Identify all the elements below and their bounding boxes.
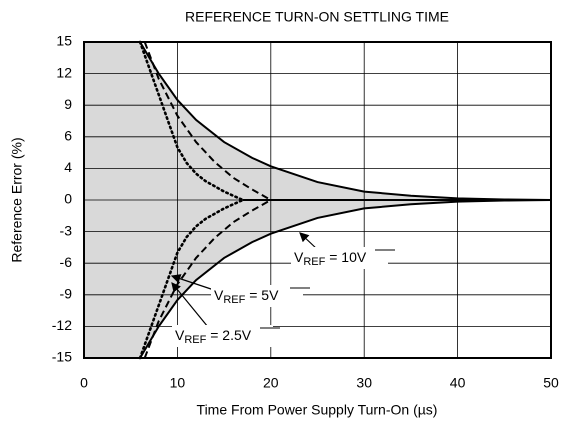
x-tick-label: 50: [543, 375, 559, 391]
x-tick-label: 10: [170, 375, 186, 391]
annotation-v: V: [294, 249, 304, 265]
line: [143, 41, 272, 201]
leader: [170, 274, 215, 291]
plot-frame: [83, 41, 552, 359]
y-tick-label: -15: [52, 349, 72, 365]
annotation: VREF = 5V: [214, 287, 279, 306]
y-tick-label: 15: [56, 33, 72, 49]
y-tick-label: 12: [56, 64, 72, 80]
annotation-rest: = 2.5V: [206, 327, 251, 343]
y-tick-label: 0: [64, 191, 72, 207]
label-bg: [172, 325, 273, 347]
x-tick-label: 40: [450, 375, 466, 391]
annotation-rest: = 10V: [325, 249, 367, 265]
line: [139, 41, 552, 201]
y-tick-label: -12: [52, 317, 72, 333]
line: [138, 198, 245, 360]
x-tick-label: 20: [263, 375, 279, 391]
annotation: VREF = 2.5V: [175, 327, 252, 346]
label-bg: [211, 285, 303, 307]
annotation: VREF = 10V: [294, 249, 367, 268]
y-tick-label: -3: [60, 222, 73, 238]
annotation-v: V: [175, 327, 185, 343]
y-tick-label: -9: [60, 286, 73, 302]
x-tick-label: 0: [80, 375, 88, 391]
annotation-sub: REF: [184, 334, 206, 346]
annotation-sub: REF: [223, 294, 245, 306]
y-tick-label: 6: [64, 128, 72, 144]
y-tick-label: 9: [64, 96, 72, 112]
x-axis-label: Time From Power Supply Turn-On (µs): [197, 402, 438, 418]
annotation-rest: = 5V: [245, 287, 279, 303]
y-axis-label: Reference Error (%): [9, 137, 25, 262]
label-bg: [291, 247, 388, 269]
y-tick-label: 4: [64, 159, 72, 175]
chart-title: REFERENCE TURN-ON SETTLING TIME: [185, 9, 449, 25]
y-tick-label: -6: [60, 254, 73, 270]
line: [143, 199, 272, 359]
line: [138, 40, 245, 202]
leader: [171, 282, 209, 328]
line: [139, 199, 552, 359]
x-tick-label: 30: [356, 375, 372, 391]
annotation-sub: REF: [303, 256, 325, 268]
annotation-v: V: [214, 287, 224, 303]
